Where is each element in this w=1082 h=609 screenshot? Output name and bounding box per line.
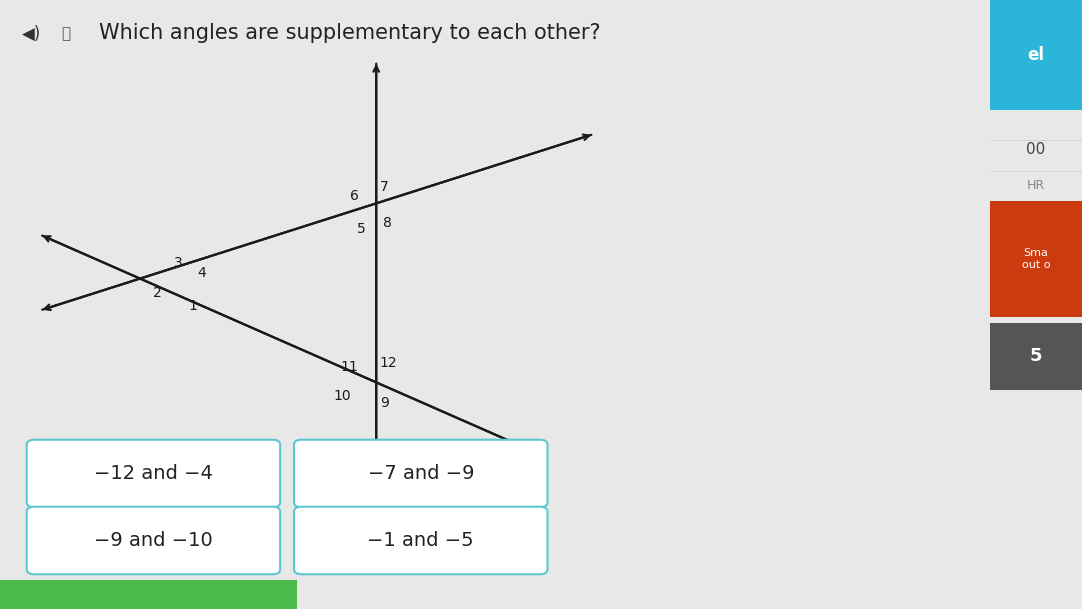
Text: 8: 8 [383,216,392,230]
FancyBboxPatch shape [27,507,280,574]
Text: HR: HR [1027,179,1045,192]
Text: ◀): ◀) [22,24,41,43]
FancyBboxPatch shape [294,507,547,574]
Bar [990,323,1082,390]
Text: 9: 9 [380,396,388,410]
Text: Which angles are supplementary to each other?: Which angles are supplementary to each o… [100,24,601,43]
Text: 00: 00 [1027,142,1045,157]
Text: −7 and −9: −7 and −9 [368,464,474,483]
Text: 4: 4 [197,266,206,280]
Bar [0,580,296,609]
Text: 5: 5 [1030,347,1042,365]
Text: −1 and −5: −1 and −5 [368,531,474,550]
FancyBboxPatch shape [27,440,280,507]
Text: el: el [1028,46,1044,64]
Text: −9 and −10: −9 and −10 [94,531,213,550]
Text: 3: 3 [174,256,183,270]
Text: 10: 10 [333,389,352,403]
Bar [990,0,1082,110]
Text: 7: 7 [380,180,388,194]
Text: 12: 12 [380,356,397,370]
Text: −12 and −4: −12 and −4 [94,464,213,483]
Bar [990,201,1082,317]
Text: 11: 11 [341,360,358,374]
Text: 6: 6 [349,189,358,203]
FancyBboxPatch shape [294,440,547,507]
Text: Sma
out o: Sma out o [1021,248,1051,270]
Text: 📖: 📖 [62,26,70,41]
Text: 1: 1 [188,298,197,312]
Text: 5: 5 [357,222,366,236]
Text: 2: 2 [153,286,161,300]
